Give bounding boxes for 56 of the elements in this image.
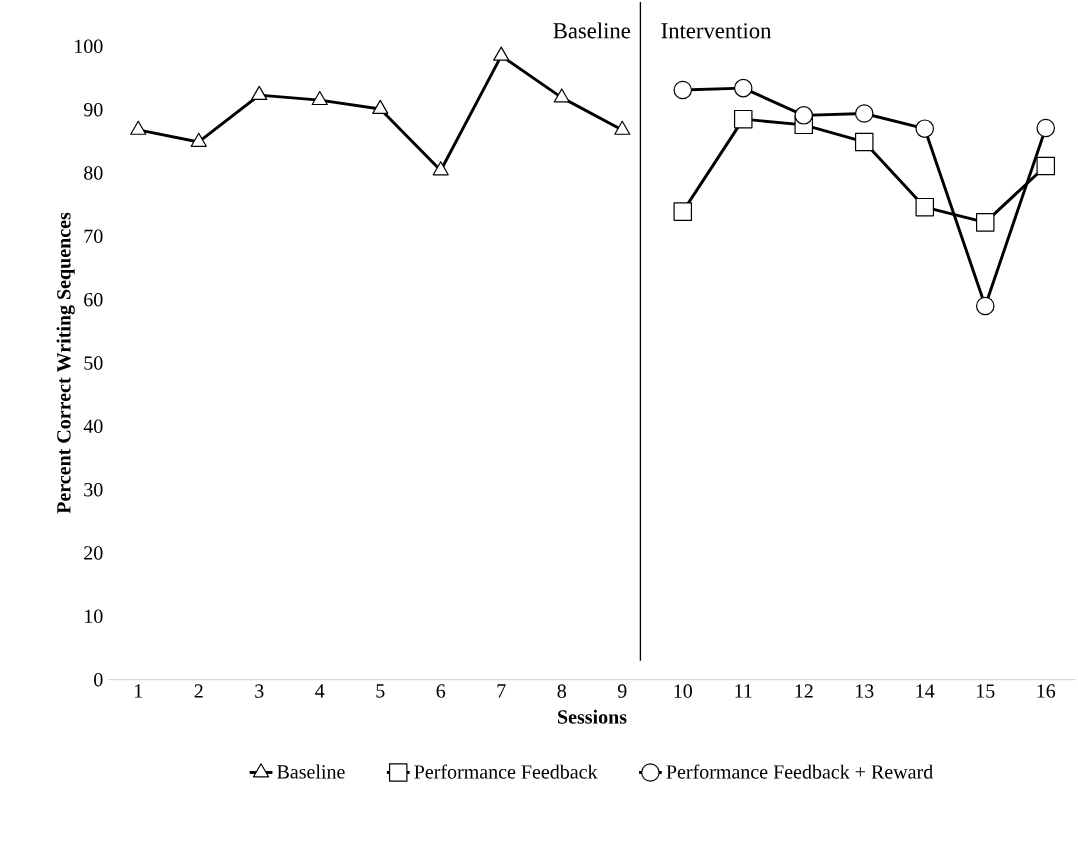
point (614, 120, 631, 135)
y-tick-label: 40 (83, 419, 103, 434)
point (854, 104, 874, 123)
x-tick-label: 14 (916, 684, 935, 698)
x-tick-label: 11 (735, 684, 752, 698)
x-tick-label: 6 (436, 684, 446, 698)
x-tick-label: 5 (376, 684, 385, 698)
point (854, 132, 874, 152)
y-tick-label: 0 (94, 672, 103, 687)
point (975, 296, 995, 316)
y-tick-label: 50 (84, 356, 103, 370)
legend-label: Baseline (277, 764, 345, 779)
legend-label: Performance Feedback (414, 764, 598, 779)
x-tick-label: 12 (795, 684, 813, 698)
x-tick-label: 16 (1037, 684, 1056, 698)
x-tick-label: 4 (315, 684, 325, 698)
point (432, 161, 449, 176)
x-tick-label: 3 (255, 684, 264, 698)
y-tick-label: 90 (83, 102, 103, 117)
point (311, 90, 328, 106)
y-tick-label: 70 (84, 229, 103, 244)
point (1036, 118, 1056, 138)
y-axis-title: Percent Correct Writing Sequences (56, 212, 75, 514)
point (190, 132, 207, 147)
x-tick-label: 10 (674, 684, 692, 698)
text: Intervention (661, 23, 772, 39)
point (733, 78, 753, 98)
y-tick-label: 10 (85, 609, 103, 624)
point (130, 120, 147, 135)
point (794, 106, 814, 125)
x-tick-label: 13 (856, 684, 874, 698)
x-tick-label: 2 (194, 684, 203, 698)
x-tick-label: 8 (557, 684, 566, 698)
y-tick-label: 30 (84, 482, 103, 497)
x-axis-title: Sessions (558, 709, 627, 724)
text: Baseline (553, 22, 631, 39)
y-tick-label: 20 (84, 546, 103, 560)
point (251, 85, 268, 101)
point (372, 99, 389, 114)
point (915, 197, 935, 217)
point (673, 80, 693, 100)
point (975, 213, 995, 232)
y-tick-label: 80 (84, 166, 103, 180)
x-tick-label: 7 (497, 684, 506, 698)
y-tick-label: 60 (84, 292, 103, 307)
y-tick-label: 100 (75, 39, 103, 54)
point (493, 46, 510, 61)
point (733, 109, 753, 129)
x-tick-label: 1 (135, 684, 143, 698)
point (915, 119, 935, 138)
x-tick-label: 9 (617, 684, 627, 698)
point (673, 202, 693, 221)
x-tick-label: 15 (977, 684, 995, 698)
legend-label: Performance Feedback + Reward (666, 764, 933, 779)
point (1036, 156, 1056, 176)
point (553, 88, 570, 103)
